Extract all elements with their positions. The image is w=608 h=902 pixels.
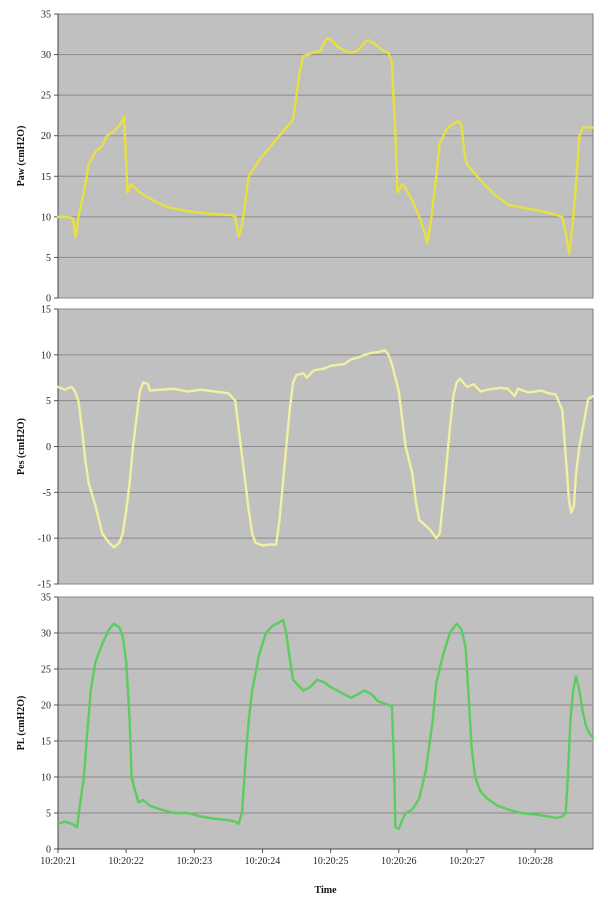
pl-series-line [56, 618, 595, 830]
paw-y-tick-label: 10 [41, 212, 51, 223]
paw-y-tick-label: 5 [46, 253, 51, 264]
paw-y-tick-label: 20 [41, 131, 51, 142]
pes-y-tick-label: 10 [41, 350, 51, 361]
paw-y-tick-label: 35 [41, 10, 51, 21]
pl-x-axis-title: Time [314, 885, 337, 896]
pes-y-axis-title: Pes (cmH2O) [16, 418, 27, 475]
pl-y-tick-label: 5 [46, 809, 51, 820]
pl-chart-panel: 0 5 10 15 20 25 30 35 PL (cmH2O) 10:20:21 10:20:22… [16, 593, 595, 896]
pes-y-tick-label: 15 [41, 305, 51, 316]
paw-y-tick-label: 15 [41, 172, 51, 183]
pl-x-tick-label: 10:20:24 [245, 856, 281, 867]
pl-x-tick-label: 10:20:26 [381, 856, 417, 867]
pl-x-tick-label: 10:20:22 [108, 856, 144, 867]
pes-y-tick-label: -10 [38, 534, 51, 545]
pes-y-tick-label: 0 [46, 442, 51, 453]
paw-chart-panel: 0 5 10 15 20 25 30 35 Paw (cmH2O) [16, 10, 595, 305]
pl-y-tick-label: 0 [46, 845, 51, 856]
pl-y-axis-title: PL (cmH2O) [16, 696, 27, 751]
pl-y-tick-label: 35 [41, 593, 51, 604]
paw-y-tick-label: 30 [41, 50, 51, 61]
pl-y-tick-label: 20 [41, 701, 51, 712]
paw-y-axis-title: Paw (cmH2O) [16, 126, 27, 187]
pes-y-tick-label: 5 [46, 396, 51, 407]
pl-y-tick-label: 10 [41, 773, 51, 784]
pl-x-tick-label: 10:20:21 [40, 856, 76, 867]
pl-x-tick-label: 10:20:23 [177, 856, 213, 867]
pes-y-tick-label: -5 [43, 488, 51, 499]
pes-y-tick-label: -15 [38, 580, 51, 591]
paw-y-tick-label: 0 [46, 294, 51, 305]
pl-x-tick-label: 10:20:28 [517, 856, 553, 867]
pl-y-tick-label: 25 [41, 665, 51, 676]
pl-y-tick-label: 15 [41, 737, 51, 748]
pes-series-line [56, 349, 595, 549]
pes-chart-panel: -15 -10 -5 0 5 10 15 Pes (cmH2O) [16, 305, 595, 591]
paw-plot-area [57, 13, 594, 299]
pl-x-tick-label: 10:20:25 [313, 856, 349, 867]
paw-series-line [56, 37, 595, 255]
pl-y-tick-label: 30 [41, 629, 51, 640]
paw-y-tick-label: 25 [41, 91, 51, 102]
pl-x-tick-label: 10:20:27 [449, 856, 485, 867]
